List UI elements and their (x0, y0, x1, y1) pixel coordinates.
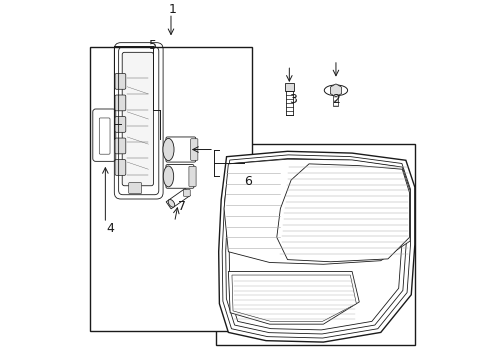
Text: 4: 4 (106, 222, 114, 235)
Polygon shape (225, 158, 406, 334)
FancyBboxPatch shape (99, 118, 110, 154)
FancyBboxPatch shape (188, 166, 196, 186)
FancyBboxPatch shape (122, 52, 153, 186)
Polygon shape (222, 155, 409, 338)
FancyBboxPatch shape (115, 73, 125, 89)
Bar (215, 144, 414, 345)
Text: 2: 2 (331, 93, 339, 106)
Polygon shape (228, 271, 359, 324)
FancyBboxPatch shape (128, 183, 142, 194)
Text: 1: 1 (168, 3, 176, 16)
Bar (333, 92, 338, 107)
Polygon shape (218, 151, 414, 342)
Polygon shape (224, 159, 409, 264)
FancyBboxPatch shape (190, 139, 198, 160)
Text: 6: 6 (244, 175, 252, 188)
Polygon shape (166, 188, 190, 209)
Bar (284, 83, 293, 91)
Polygon shape (276, 164, 408, 262)
Ellipse shape (324, 85, 347, 96)
FancyBboxPatch shape (165, 165, 194, 188)
FancyBboxPatch shape (115, 117, 125, 132)
FancyBboxPatch shape (115, 138, 125, 154)
FancyBboxPatch shape (93, 109, 116, 161)
Ellipse shape (163, 138, 174, 161)
Text: 7: 7 (177, 201, 185, 213)
FancyBboxPatch shape (115, 159, 125, 175)
FancyBboxPatch shape (115, 95, 125, 111)
Bar (90, 47, 251, 330)
FancyBboxPatch shape (183, 189, 190, 196)
FancyBboxPatch shape (165, 137, 195, 162)
Ellipse shape (163, 166, 173, 187)
Ellipse shape (168, 199, 174, 207)
Polygon shape (229, 162, 401, 330)
Text: 3: 3 (288, 93, 296, 106)
Polygon shape (231, 275, 356, 321)
Text: 5: 5 (149, 39, 157, 52)
